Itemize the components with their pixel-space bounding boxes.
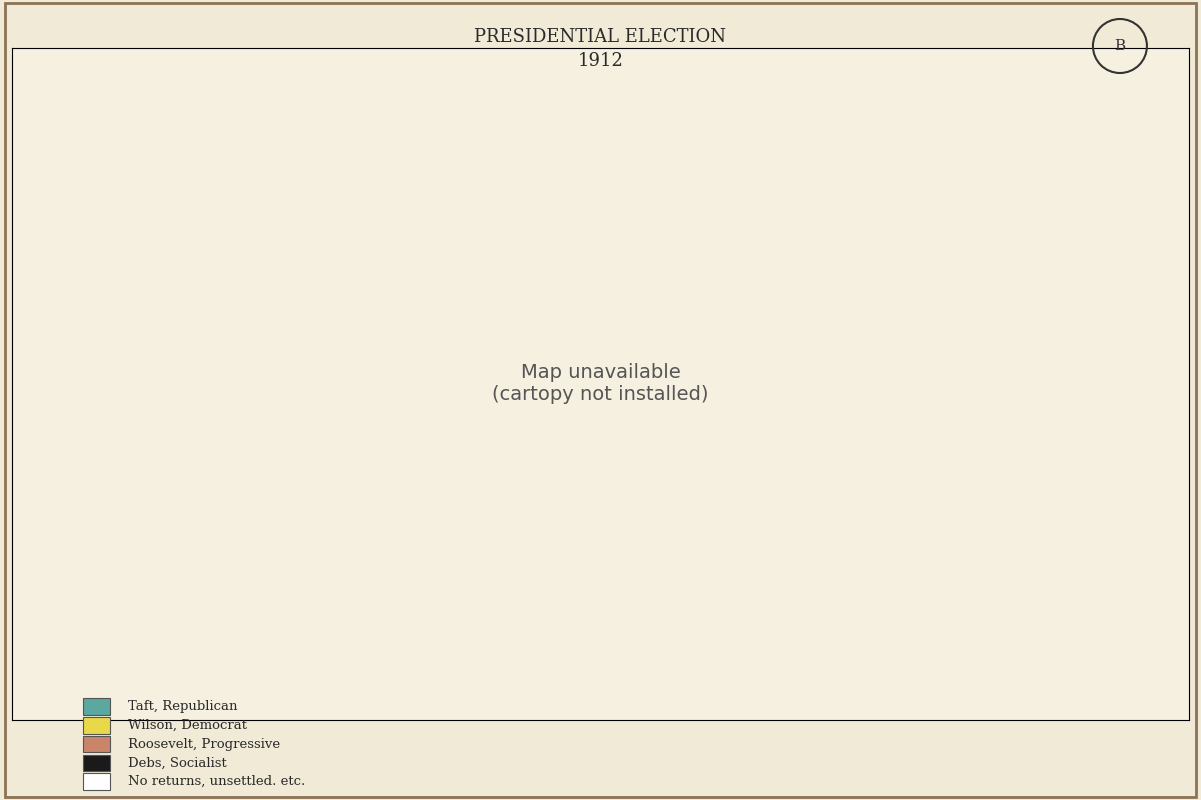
Text: No returns, unsettled. etc.: No returns, unsettled. etc.: [129, 775, 305, 788]
Text: Debs, Socialist: Debs, Socialist: [129, 756, 227, 770]
Text: Map unavailable
(cartopy not installed): Map unavailable (cartopy not installed): [492, 363, 709, 405]
Bar: [83, 698, 110, 715]
Bar: [83, 774, 110, 790]
Text: Wilson, Democrat: Wilson, Democrat: [129, 719, 247, 732]
Bar: [83, 754, 110, 771]
Text: B: B: [1115, 39, 1125, 53]
Bar: [83, 717, 110, 734]
Text: Roosevelt, Progressive: Roosevelt, Progressive: [129, 738, 280, 750]
Text: Taft, Republican: Taft, Republican: [129, 700, 238, 714]
Text: 1912: 1912: [578, 52, 623, 70]
Bar: [83, 736, 110, 753]
Text: PRESIDENTIAL ELECTION: PRESIDENTIAL ELECTION: [474, 28, 727, 46]
